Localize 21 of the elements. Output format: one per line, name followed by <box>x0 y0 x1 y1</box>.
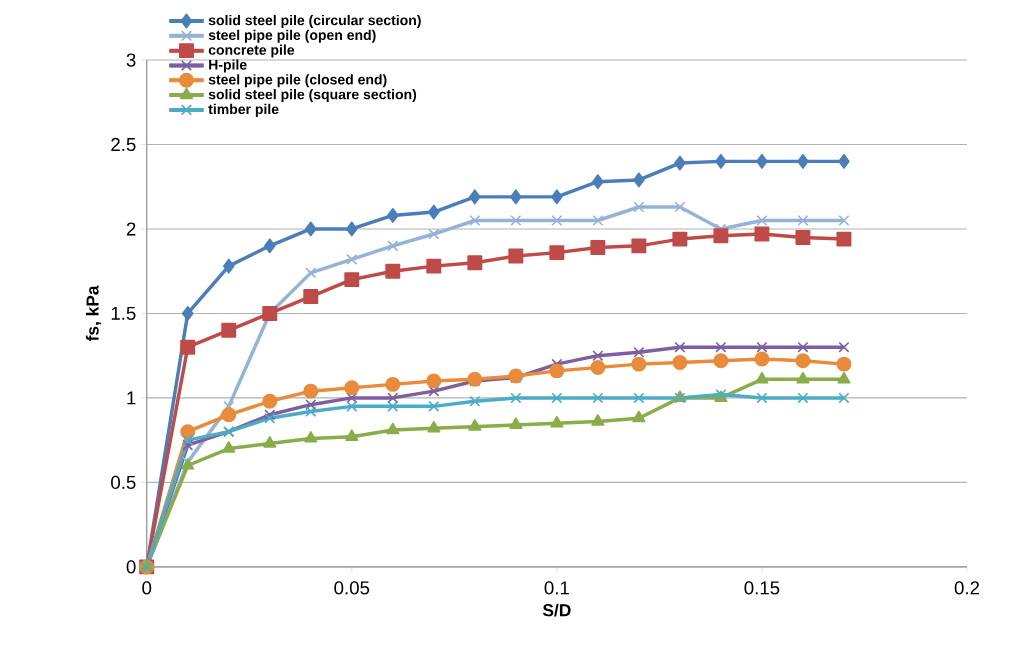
x-tick-label: 0 <box>142 581 152 595</box>
y-tick-label: 1.5 <box>111 307 136 321</box>
x-tick-label: 0.1 <box>544 581 569 595</box>
y-tick-label: 0 <box>126 560 136 574</box>
y-tick-label: 2.5 <box>111 138 136 152</box>
x-tick-label: 0.2 <box>954 581 980 595</box>
y-tick-label: 0.5 <box>111 475 136 490</box>
legend-label: solid steel pile (circular section) <box>208 15 421 29</box>
x-axis-title: S/D <box>542 603 571 617</box>
legend-label: steel pipe pile (open end) <box>208 29 376 44</box>
legend-label: solid steel pile (square section) <box>208 89 417 103</box>
legend-label: concrete pile <box>208 44 295 58</box>
x-tick-label: 0.05 <box>334 581 370 595</box>
y-tick-label: 1 <box>127 391 136 405</box>
legend-label: steel pipe pile (closed end) <box>208 74 387 88</box>
legend-label: H-pile <box>209 59 247 73</box>
y-axis-title: fs, kPa <box>85 285 102 342</box>
x-tick-label: 0.15 <box>744 581 780 595</box>
y-tick-label: 2 <box>126 222 136 236</box>
y-tick-label: 3 <box>126 53 136 67</box>
legend-label: timber pile <box>208 104 279 118</box>
